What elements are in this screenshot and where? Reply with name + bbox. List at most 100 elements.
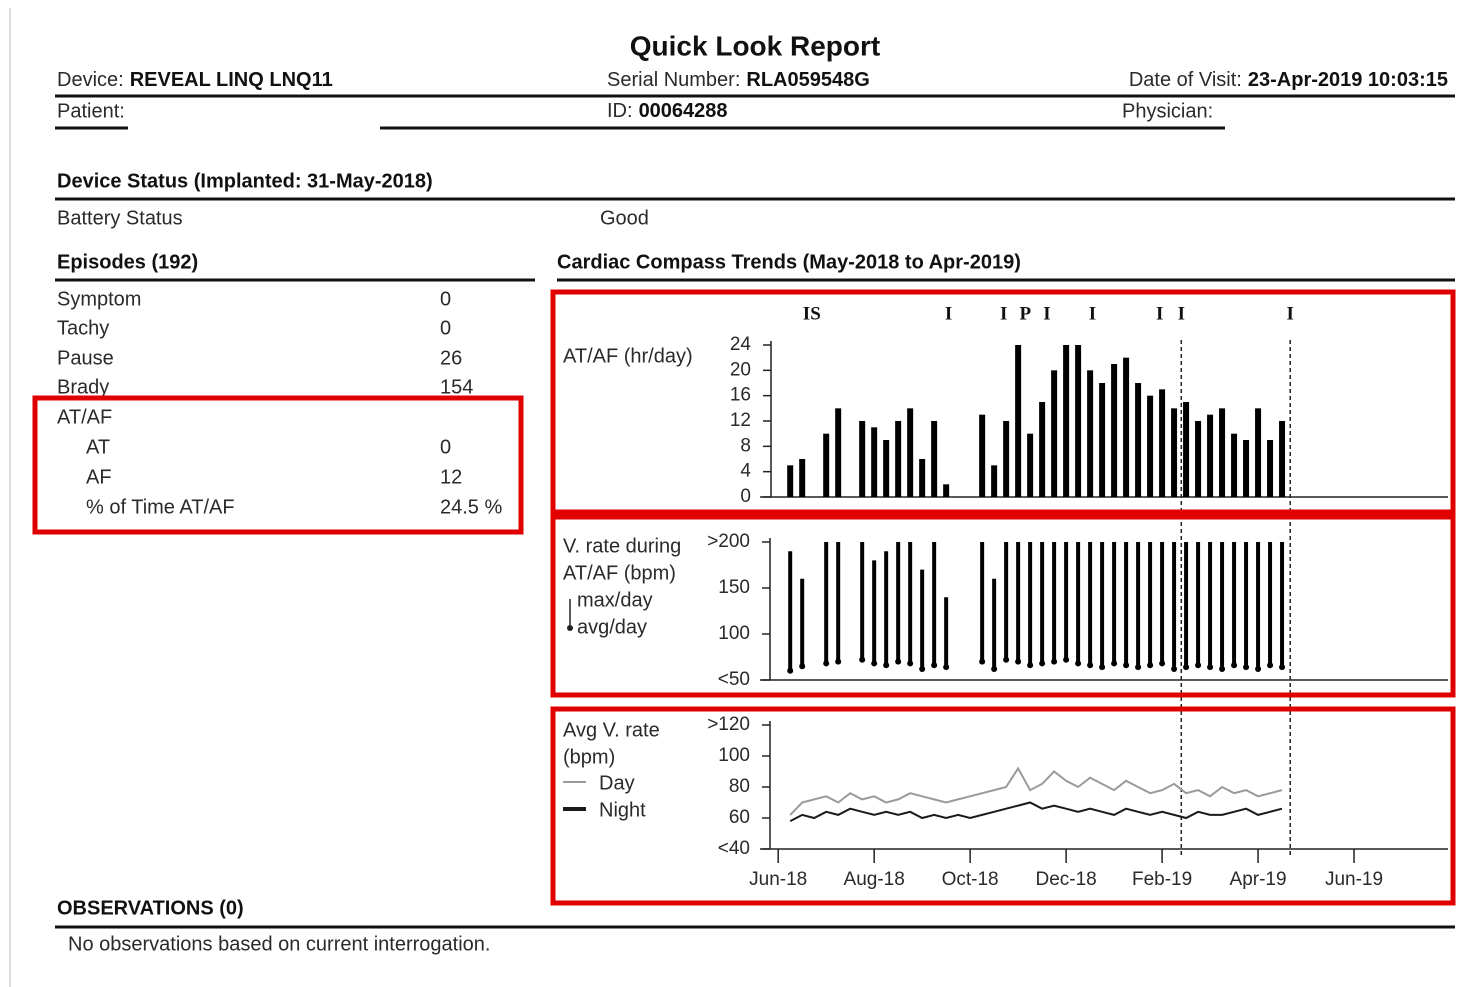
section-title: Episodes (192) bbox=[57, 251, 198, 273]
bar bbox=[1051, 370, 1058, 497]
episode-value: 26 bbox=[440, 347, 462, 369]
physician-label: Physician: bbox=[1122, 100, 1213, 122]
avg-dot bbox=[835, 658, 842, 665]
episode-label: Brady bbox=[57, 376, 109, 398]
bar bbox=[1015, 345, 1022, 497]
bar bbox=[787, 465, 794, 497]
bar bbox=[1027, 433, 1034, 497]
avg-dot bbox=[1279, 664, 1286, 671]
bar bbox=[871, 427, 878, 497]
episode-label: Pause bbox=[57, 347, 114, 369]
observation-text: No observations based on current interro… bbox=[68, 933, 490, 955]
field-label: Date of Visit: bbox=[1129, 69, 1242, 91]
highlight-box bbox=[550, 706, 1456, 906]
bar bbox=[1099, 383, 1106, 497]
bar bbox=[799, 459, 806, 497]
episode-marker: I bbox=[1156, 303, 1163, 324]
episode-value: 0 bbox=[440, 288, 451, 310]
bar bbox=[1039, 402, 1046, 497]
episode-label: % of Time AT/AF bbox=[86, 496, 235, 518]
section-title: Cardiac Compass Trends (May-2018 to Apr-… bbox=[557, 251, 1021, 273]
bar bbox=[1183, 402, 1190, 497]
avg-dot bbox=[1087, 662, 1094, 669]
bar bbox=[979, 414, 986, 497]
bar bbox=[1195, 421, 1202, 497]
bar bbox=[1267, 440, 1274, 497]
episode-label: AT/AF bbox=[57, 406, 112, 428]
avg-dot bbox=[1135, 664, 1142, 671]
patient-label: Patient: bbox=[57, 100, 125, 122]
avg-dot bbox=[859, 656, 866, 663]
avg-dot bbox=[1075, 660, 1082, 667]
avg-dot bbox=[1231, 662, 1238, 669]
avg-dot bbox=[1219, 665, 1226, 672]
avg-dot bbox=[1147, 662, 1154, 669]
legend-label: avg/day bbox=[577, 616, 647, 638]
bar bbox=[1111, 364, 1118, 497]
avg-dot bbox=[1063, 656, 1070, 663]
bar bbox=[943, 484, 950, 497]
avg-dot bbox=[991, 665, 998, 672]
avg-dot bbox=[871, 660, 878, 667]
y-tick-label: 20 bbox=[730, 359, 751, 380]
field-value: 00064288 bbox=[639, 100, 728, 122]
bar bbox=[1087, 370, 1094, 497]
episode-value: 0 bbox=[440, 436, 451, 458]
field-label: ID: bbox=[607, 100, 633, 122]
episode-marker: I bbox=[1178, 303, 1185, 324]
y-tick-label: >120 bbox=[707, 714, 750, 735]
visit-field: Date of Visit: 23-Apr-2019 10:03:15 bbox=[1129, 69, 1448, 91]
bar bbox=[1279, 421, 1286, 497]
bar bbox=[1171, 408, 1178, 497]
y-tick-label: >200 bbox=[707, 531, 750, 552]
avg-dot bbox=[1111, 660, 1118, 667]
x-tick-label: Jun-18 bbox=[749, 869, 807, 890]
avg-dot bbox=[823, 660, 830, 667]
y-tick-label: 0 bbox=[740, 486, 751, 507]
section-title: Device Status (Implanted: 31-May-2018) bbox=[57, 170, 433, 192]
legend-icon bbox=[567, 625, 573, 631]
avg-dot bbox=[1243, 664, 1250, 671]
y-tick-label: 8 bbox=[740, 435, 751, 456]
avg-dot bbox=[1255, 665, 1262, 672]
bar bbox=[931, 421, 938, 497]
legend-label: Night bbox=[599, 799, 646, 821]
avg-dot bbox=[1039, 660, 1046, 667]
y-tick-label: 100 bbox=[718, 623, 750, 644]
axis-title: (bpm) bbox=[563, 746, 615, 768]
episode-value: 0 bbox=[440, 317, 451, 339]
axis-title: AT/AF (hr/day) bbox=[563, 345, 693, 367]
avg-dot bbox=[895, 658, 902, 665]
episode-value: 24.5 % bbox=[440, 496, 502, 518]
device-field: Device: REVEAL LINQ LNQ11 bbox=[57, 69, 333, 91]
bar bbox=[1243, 440, 1250, 497]
episode-marker: I bbox=[1000, 303, 1007, 324]
avg-dot bbox=[907, 660, 914, 667]
y-tick-label: 150 bbox=[718, 577, 750, 598]
axis-title: AT/AF (bpm) bbox=[563, 562, 676, 584]
avg-dot bbox=[1267, 662, 1274, 669]
episode-label: Tachy bbox=[57, 317, 109, 339]
field-label: Device: bbox=[57, 69, 124, 91]
y-tick-label: 60 bbox=[729, 807, 750, 828]
episode-marker: I bbox=[1287, 303, 1294, 324]
avg-dot bbox=[1099, 664, 1106, 671]
episodes-table: Symptom 0 Tachy 0 Pause 26 Brady 154 AT/AF AT 0 AF 1… bbox=[57, 288, 502, 518]
y-tick-label: <50 bbox=[718, 669, 750, 690]
bar bbox=[1063, 345, 1070, 497]
x-tick-label: Apr-19 bbox=[1230, 869, 1287, 890]
avg-dot bbox=[883, 662, 890, 669]
y-tick-label: <40 bbox=[718, 838, 750, 859]
episode-label: AT bbox=[86, 436, 110, 458]
avg-dot bbox=[919, 665, 926, 672]
episode-marker: I bbox=[1089, 303, 1096, 324]
bar bbox=[1207, 414, 1214, 497]
avg-dot bbox=[1183, 664, 1190, 671]
episode-marker: I bbox=[945, 303, 952, 324]
y-tick-label: 12 bbox=[730, 410, 751, 431]
episode-value: 154 bbox=[440, 376, 473, 398]
bar bbox=[1135, 383, 1142, 497]
series-line bbox=[789, 766, 1283, 816]
